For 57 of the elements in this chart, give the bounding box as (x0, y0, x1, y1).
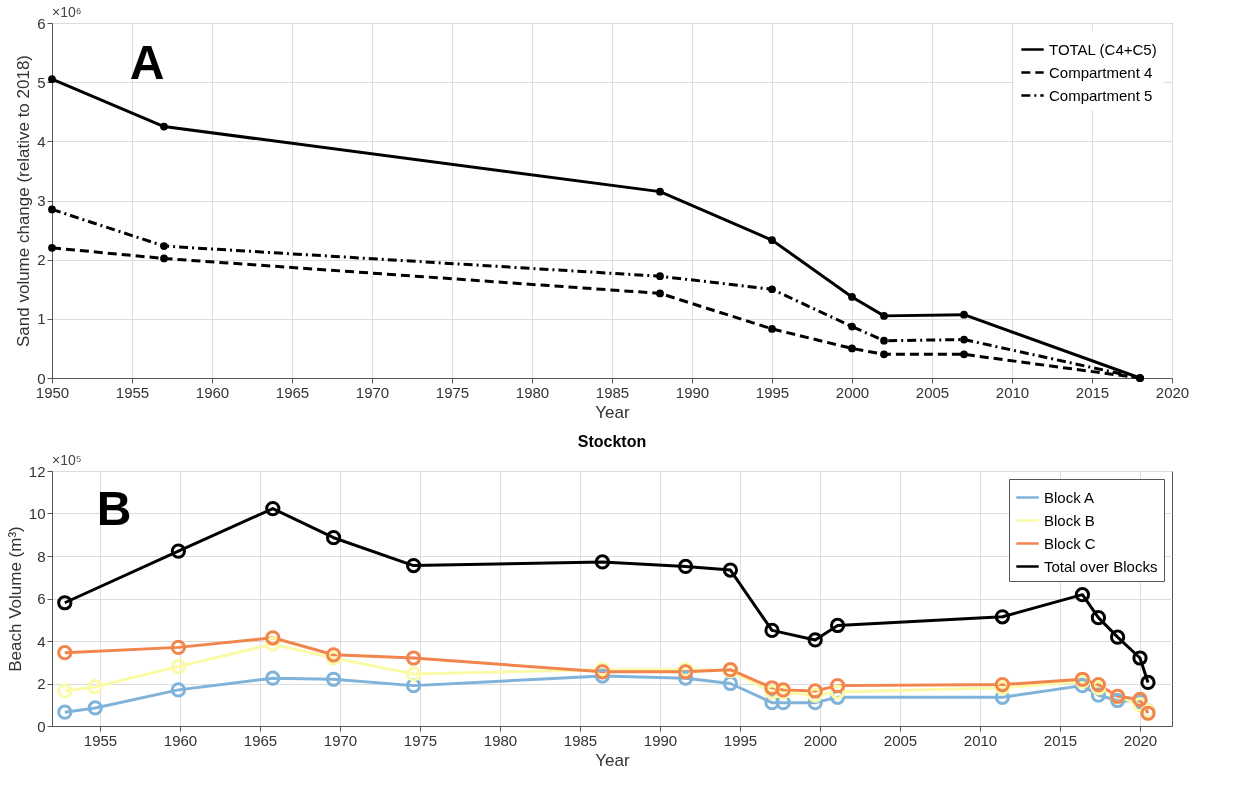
y-tick-label: 3 (37, 192, 46, 209)
y-axis-title: Beach Volume (m³) (5, 526, 25, 672)
x-tick-label: 1995 (755, 383, 790, 401)
y-tick-label: 4 (37, 132, 46, 150)
legend-label: Block C (1044, 534, 1096, 552)
y-tick-label: 5 (37, 73, 46, 91)
x-tick-label: 1990 (675, 383, 710, 401)
y-tick-label: 6 (37, 590, 46, 607)
x-tick-label: 1970 (323, 731, 358, 749)
x-tick-label: 2020 (1123, 731, 1158, 749)
x-tick-label: 2010 (995, 383, 1030, 401)
x-axis-title: Year (595, 402, 631, 422)
x-tick-label: 1980 (515, 383, 550, 401)
y-tick-label: 6 (37, 14, 46, 32)
legend-label: Compartment 5 (1049, 86, 1153, 104)
x-tick-label: 1985 (595, 383, 630, 401)
legend-label: Block A (1044, 488, 1095, 506)
x-tick-label: 1985 (563, 731, 598, 749)
x-tick-label: 1955 (115, 383, 150, 401)
x-tick-label: 1965 (243, 731, 278, 749)
y-tick-label: 2 (37, 251, 46, 269)
annotation: B (96, 482, 132, 535)
annotation: A (129, 36, 165, 89)
y-axis-title: Sand volume change (relative to 2018) (14, 54, 34, 348)
x-tick-label: 2020 (1155, 383, 1190, 401)
x-tick-label: 2000 (835, 383, 870, 401)
y-tick-label: 12 (28, 462, 46, 480)
x-tick-label: 2015 (1043, 731, 1078, 749)
y-tick-label: 4 (37, 632, 46, 650)
x-tick-label: 1960 (163, 731, 198, 749)
legend-label: Block B (1044, 511, 1095, 529)
x-tick-label: 1975 (403, 731, 438, 749)
x-tick-label: 1980 (483, 731, 518, 749)
y-tick-label: 0 (37, 717, 46, 735)
x-tick-label: 1970 (355, 383, 390, 401)
x-tick-label: 2000 (803, 731, 838, 749)
y-tick-label: 1 (37, 310, 46, 328)
chart-title: Stockton (577, 433, 647, 450)
x-tick-label: 1965 (275, 383, 310, 401)
x-tick-label: 1995 (723, 731, 758, 749)
x-tick-label: 1960 (195, 383, 230, 401)
text: ×10⁵ (52, 452, 82, 468)
x-tick-label: 1975 (435, 383, 470, 401)
x-axis-title: Year (595, 750, 631, 770)
y-tick-label: 2 (37, 675, 46, 692)
x-tick-label: 2005 (915, 383, 950, 401)
x-tick-label: 1955 (83, 731, 118, 749)
y-tick-label: 8 (37, 547, 46, 565)
legend-label: TOTAL (C4+C5) (1049, 40, 1157, 58)
x-tick-label: 2005 (883, 731, 918, 749)
x-tick-label: 1990 (643, 731, 678, 749)
y-tick-label: 10 (28, 505, 46, 522)
legend-label: Compartment 4 (1049, 63, 1153, 81)
text: ×10⁶ (52, 4, 82, 20)
x-tick-label: 2010 (963, 731, 998, 749)
legend-label: Total over Blocks (1044, 557, 1158, 575)
x-tick-label: 2015 (1075, 383, 1110, 401)
